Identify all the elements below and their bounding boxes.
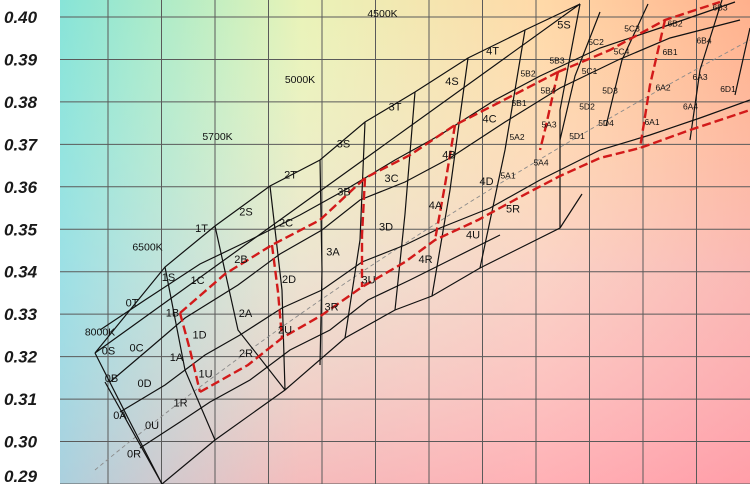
y-tick-label: 0.32 xyxy=(4,348,38,367)
bin-label-2r: 2R xyxy=(239,348,253,360)
y-tick-label: 0.39 xyxy=(4,50,38,69)
bin-label-4a: 4A xyxy=(429,200,443,212)
bin-label-2a: 2A xyxy=(239,308,253,320)
bin-label-3u: 3U xyxy=(361,275,375,287)
bin-label-0b: 0B xyxy=(105,373,118,385)
bin-label-6b1: 6B1 xyxy=(662,47,677,57)
bin-label-4b: 4B xyxy=(442,149,455,161)
bin-label-1s: 1S xyxy=(162,272,175,284)
bin-label-5c4: 5C4 xyxy=(614,46,630,56)
cct-label-4500k: 4500K xyxy=(367,8,397,20)
cct-label-6500k: 6500K xyxy=(132,241,162,253)
y-tick-label: 0.38 xyxy=(4,93,38,112)
bin-label-1d: 1D xyxy=(192,329,206,341)
bin-label-6a3: 6A3 xyxy=(692,72,707,82)
bin-label-4s: 4S xyxy=(445,76,458,88)
bin-label-1b: 1B xyxy=(166,307,179,319)
bin-label-2u: 2U xyxy=(278,324,292,336)
y-tick-label: 0.29 xyxy=(4,467,38,484)
bin-label-6b4: 6B4 xyxy=(696,36,711,46)
bin-label-5a3: 5A3 xyxy=(541,119,556,129)
bin-label-2t: 2T xyxy=(284,170,297,182)
y-tick-label: 0.30 xyxy=(4,433,38,452)
bin-label-5a2: 5A2 xyxy=(509,132,524,142)
bin-label-5d4: 5D4 xyxy=(598,118,614,128)
bin-label-1t: 1T xyxy=(195,223,208,235)
bin-label-6d1: 6D1 xyxy=(720,84,736,94)
bin-label-3d: 3D xyxy=(379,222,393,234)
bin-label-3b: 3B xyxy=(337,187,350,199)
cct-label-5700k: 5700K xyxy=(202,131,232,143)
bin-label-5d2: 5D2 xyxy=(579,102,595,112)
bin-label-5c1: 5C1 xyxy=(582,66,598,76)
bin-label-3r: 3R xyxy=(324,301,338,313)
bin-label-2b: 2B xyxy=(234,254,247,266)
bin-label-5b4: 5B4 xyxy=(540,85,555,95)
y-tick-label: 0.37 xyxy=(4,135,39,154)
bin-label-0c: 0C xyxy=(129,343,143,355)
y-tick-label: 0.36 xyxy=(4,178,38,197)
chart-background xyxy=(60,0,750,484)
bin-label-0u: 0U xyxy=(145,420,159,432)
y-tick-label: 0.35 xyxy=(4,220,38,239)
bin-label-5b2: 5B2 xyxy=(520,68,535,78)
bin-label-3c: 3C xyxy=(384,173,398,185)
bin-label-3a: 3A xyxy=(326,247,340,259)
bin-label-4d: 4D xyxy=(479,176,493,188)
bin-label-4r: 4R xyxy=(418,254,432,266)
bin-label-6b2: 6B2 xyxy=(667,18,682,28)
bin-label-4c: 4C xyxy=(482,114,496,126)
bin-label-3t: 3T xyxy=(389,101,402,113)
bin-label-1c: 1C xyxy=(190,275,204,287)
y-tick-label: 0.34 xyxy=(4,263,38,282)
bin-label-5d1: 5D1 xyxy=(569,131,585,141)
bin-label-4u: 4U xyxy=(466,230,480,242)
bin-label-2s: 2S xyxy=(239,206,252,218)
bin-label-5c2: 5C2 xyxy=(588,37,604,47)
bin-label-0d: 0D xyxy=(137,378,151,390)
axis-margin xyxy=(0,0,60,484)
bin-label-5a4: 5A4 xyxy=(533,158,548,168)
bin-label-1r: 1R xyxy=(173,397,187,409)
bin-label-5a1: 5A1 xyxy=(500,170,515,180)
bin-label-6a2: 6A2 xyxy=(655,82,670,92)
cct-label-8000k: 8000K xyxy=(85,326,115,338)
bin-label-0t: 0T xyxy=(126,298,139,310)
bin-label-6a4: 6A4 xyxy=(683,102,698,112)
bin-label-2c: 2C xyxy=(279,218,293,230)
bin-label-2d: 2D xyxy=(282,274,296,286)
bin-label-0a: 0A xyxy=(113,410,127,422)
bin-label-0s: 0S xyxy=(102,346,115,358)
bin-label-1a: 1A xyxy=(170,352,184,364)
bin-label-5s: 5S xyxy=(557,19,570,31)
bin-label-5d3: 5D3 xyxy=(602,85,618,95)
bin-label-1u: 1U xyxy=(198,368,212,380)
bin-label-5b3: 5B3 xyxy=(549,56,564,66)
bin-label-0r: 0R xyxy=(127,448,141,460)
bin-label-5r: 5R xyxy=(506,203,520,215)
bin-label-3s: 3S xyxy=(337,138,350,150)
y-tick-label: 0.40 xyxy=(4,8,38,27)
y-tick-label: 0.31 xyxy=(4,390,37,409)
bin-label-4t: 4T xyxy=(486,45,499,57)
bin-label-5b1: 5B1 xyxy=(511,98,526,108)
cct-label-5000k: 5000K xyxy=(285,74,315,86)
y-tick-label: 0.33 xyxy=(4,305,38,324)
bin-label-6b3: 6B3 xyxy=(712,3,727,13)
bin-label-6a1: 6A1 xyxy=(644,117,659,127)
bin-label-5c3: 5C3 xyxy=(624,23,640,33)
